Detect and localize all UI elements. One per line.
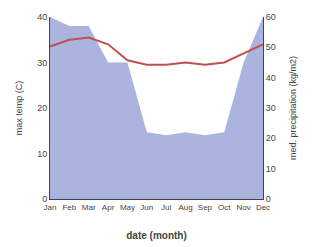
svg-text:Nov: Nov [237,203,251,212]
svg-text:Apr: Apr [102,203,115,212]
svg-text:Mar: Mar [82,203,96,212]
svg-text:Dec: Dec [256,203,270,212]
svg-text:max temp (C): max temp (C) [14,81,24,136]
svg-text:60: 60 [266,12,276,22]
svg-text:May: May [120,203,135,212]
svg-text:date (month): date (month) [126,230,187,241]
svg-text:Feb: Feb [62,203,76,212]
svg-text:Jun: Jun [140,203,153,212]
svg-text:50: 50 [266,42,276,52]
svg-text:20: 20 [37,103,47,113]
svg-text:0: 0 [266,194,271,204]
svg-text:Oct: Oct [218,203,231,212]
svg-text:Aug: Aug [178,203,192,212]
svg-text:20: 20 [266,133,276,143]
svg-text:Jan: Jan [44,203,57,212]
svg-text:10: 10 [266,164,276,174]
svg-text:30: 30 [37,58,47,68]
svg-text:40: 40 [266,73,276,83]
svg-text:0: 0 [42,194,47,204]
svg-text:40: 40 [37,12,47,22]
svg-text:med. precipitation (kg/m2): med. precipitation (kg/m2) [288,56,298,160]
svg-text:30: 30 [266,103,276,113]
svg-text:Sep: Sep [198,203,213,212]
svg-text:10: 10 [37,149,47,159]
svg-text:Jul: Jul [161,203,171,212]
